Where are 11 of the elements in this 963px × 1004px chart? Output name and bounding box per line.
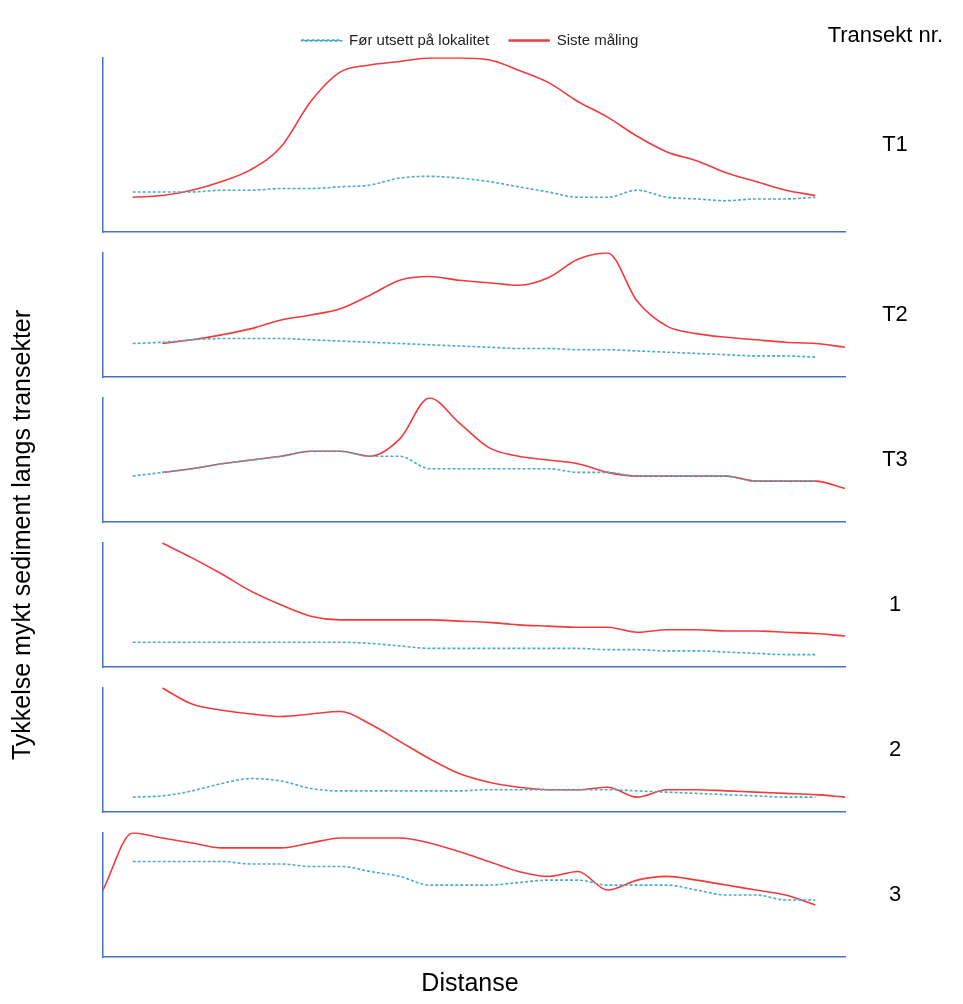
text: T2 xyxy=(882,301,908,327)
legend-label: Før utsett på lokalitet xyxy=(349,30,491,48)
legend-label: Siste måling xyxy=(556,30,639,48)
text: 2 xyxy=(888,736,902,762)
text: 1 xyxy=(888,591,902,617)
text: Transekt nr. xyxy=(827,22,943,48)
y-axis-title: Tykkelse mykt sediment langs transekter xyxy=(6,309,36,761)
text: T1 xyxy=(882,131,908,157)
x-axis-title: Distanse xyxy=(420,968,520,997)
text: T3 xyxy=(882,446,908,472)
text: 3 xyxy=(888,881,902,907)
